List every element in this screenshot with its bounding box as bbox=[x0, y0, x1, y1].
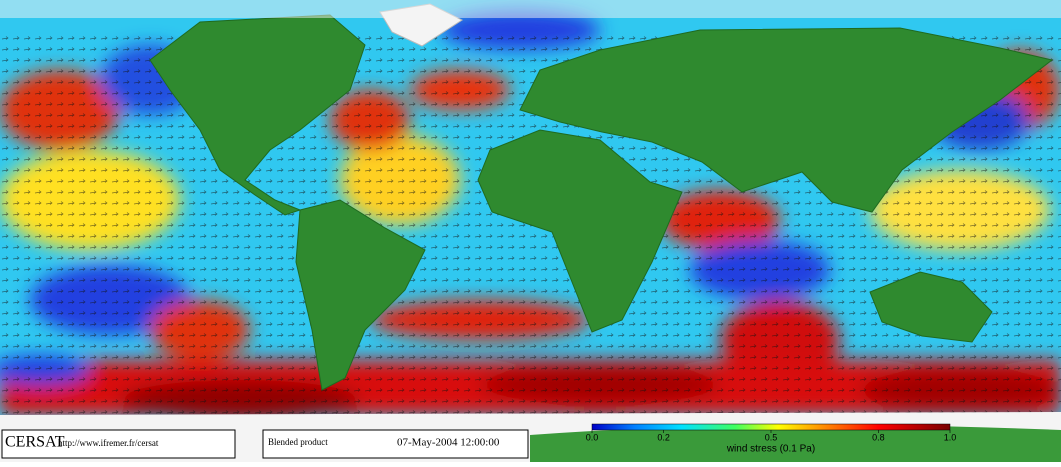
colorbar-tick-label: 0.5 bbox=[765, 432, 778, 442]
info-box bbox=[262, 429, 529, 459]
logo-box bbox=[1, 429, 236, 459]
colorbar bbox=[591, 423, 951, 431]
logo: CERSAT bbox=[5, 434, 65, 451]
colorbar-tick-label: 1.0 bbox=[944, 432, 957, 442]
colorbar-tick-label: 0.8 bbox=[872, 432, 885, 442]
timestamp: 07-May-2004 12:00:00 bbox=[397, 437, 500, 449]
colorbar-tick-label: 0.0 bbox=[586, 432, 599, 442]
colorbar-label: wind stress (0.1 Pa) bbox=[726, 444, 815, 455]
colorbar-tick-label: 0.2 bbox=[657, 432, 670, 442]
url: http://www.ifremer.fr/cersat bbox=[58, 438, 159, 448]
product: Blended product bbox=[268, 437, 328, 447]
